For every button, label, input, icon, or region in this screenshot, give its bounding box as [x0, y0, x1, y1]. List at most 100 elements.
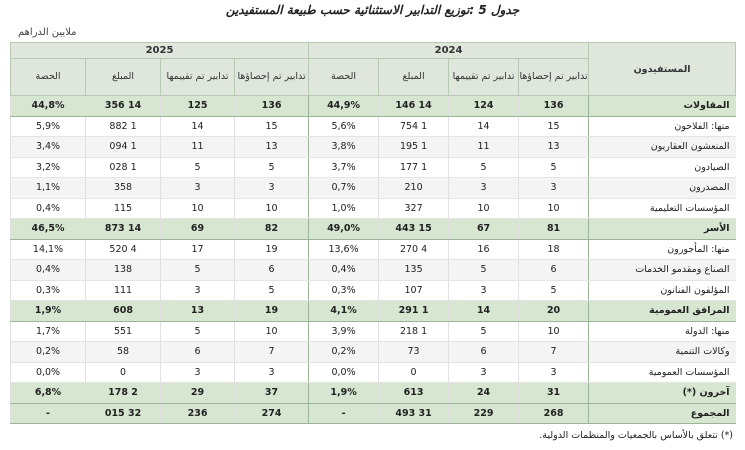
- column-header: تدابير تم إحصاؤها: [518, 58, 590, 96]
- cell: 67: [448, 218, 519, 240]
- table-body: المقاولات 136 124 14 146 44,9% 136 125 14 356 44…: [9, 95, 736, 424]
- cell: 13,6%: [308, 239, 379, 260]
- table-row: المجموع 268 229 31 493-274 236 32 015-: [9, 402, 736, 424]
- cell: 613: [378, 382, 449, 404]
- cell: 1 094: [85, 136, 161, 158]
- cell: 1 195: [378, 136, 449, 158]
- cell: 82: [234, 218, 309, 240]
- cell: -: [9, 402, 86, 424]
- table-row: المقاولات 136 124 14 146 44,9% 136 125 14 356 44…: [9, 95, 736, 117]
- cell: 32 015: [85, 402, 161, 424]
- cell: 107: [378, 280, 449, 301]
- header-year: 2024: [308, 42, 590, 59]
- column-header: تدابير تم تقييمها: [448, 58, 520, 96]
- row-label: المؤلفون الفنانون: [588, 280, 736, 301]
- cell: 0,4%: [9, 198, 86, 219]
- cell: 551: [85, 321, 161, 342]
- cell: 73: [378, 341, 449, 363]
- cell: 4,1%: [308, 300, 379, 322]
- cell: 14: [448, 300, 519, 322]
- cell: 13: [518, 136, 589, 158]
- cell: 3: [234, 362, 309, 383]
- cell: 268: [518, 402, 589, 424]
- cell: 5: [160, 157, 235, 178]
- cell: 14 356: [85, 95, 161, 117]
- cell: 19: [234, 239, 309, 260]
- unit-label: ملايين الدراهم: [18, 27, 77, 38]
- cell: 229: [448, 402, 519, 424]
- table-row: المرافق العمومية 20 14 1 291 4,1% 19 13 608 1,9%: [9, 300, 736, 322]
- cell: 14 146: [378, 95, 449, 117]
- cell: 15: [518, 116, 589, 137]
- cell: 3: [160, 280, 235, 301]
- cell: 7: [518, 341, 589, 363]
- row-label: المصدرون: [588, 177, 736, 199]
- table-row: الصيادون 5 5 1 177 3,7% 5 5 1 028 3,2%: [9, 157, 736, 178]
- cell: 81: [518, 218, 589, 240]
- cell: 15: [234, 116, 309, 137]
- cell: 6: [160, 341, 235, 363]
- table-row: المصدرون 3 3 210 0,7% 3 3 358 1,1%: [9, 177, 736, 199]
- cell: 5: [518, 280, 589, 301]
- cell: 10: [518, 321, 589, 342]
- row-label: الصيادون: [588, 157, 736, 178]
- cell: 1,9%: [9, 300, 86, 322]
- footnote: (*) تتعلق بالأساس بالجمعيات والمنظمات ال…: [539, 430, 733, 441]
- cell: 1 882: [85, 116, 161, 137]
- cell: 0: [378, 362, 449, 383]
- cell: 1,9%: [308, 382, 379, 404]
- table-row: المنعشون العقاريون 13 11 1 195 3,8% 13 11 1 094…: [9, 136, 736, 158]
- cell: 7: [234, 341, 309, 363]
- cell: 1,7%: [9, 321, 86, 342]
- cell: 19: [234, 300, 309, 322]
- row-label: المرافق العمومية: [588, 300, 736, 322]
- cell: 1 028: [85, 157, 161, 178]
- cell: 6,8%: [9, 382, 86, 404]
- column-header: الحصة: [9, 58, 87, 96]
- cell: 0,3%: [308, 280, 379, 301]
- cell: 3: [448, 280, 519, 301]
- cell: 210: [378, 177, 449, 199]
- cell: 44,9%: [308, 95, 379, 117]
- cell: 3: [160, 177, 235, 199]
- cell: 6: [234, 259, 309, 281]
- column-header: تدابير تم إحصاؤها: [234, 58, 310, 96]
- cell: 1,1%: [9, 177, 86, 199]
- cell: 1 291: [378, 300, 449, 322]
- cell: 5: [518, 157, 589, 178]
- column-header: المبلغ: [85, 58, 162, 96]
- cell: 236: [160, 402, 235, 424]
- cell: 2 178: [85, 382, 161, 404]
- cell: 3,8%: [308, 136, 379, 158]
- column-header: الحصة: [308, 58, 380, 96]
- row-label: المجموع: [588, 402, 736, 424]
- cell: 1 754: [378, 116, 449, 137]
- cell: 11: [448, 136, 519, 158]
- cell: 6: [518, 259, 589, 281]
- cell: 0: [85, 362, 161, 383]
- table-row: منها: المأجورون 18 16 4 270 13,6% 19 17 4 520 14…: [9, 239, 736, 260]
- cell: 115: [85, 198, 161, 219]
- cell: 10: [448, 198, 519, 219]
- cell: 20: [518, 300, 589, 322]
- cell: 10: [518, 198, 589, 219]
- cell: 0,0%: [308, 362, 379, 383]
- cell: 0,4%: [9, 259, 86, 281]
- cell: 1 177: [378, 157, 449, 178]
- cell: 358: [85, 177, 161, 199]
- column-header: المبلغ: [378, 58, 450, 96]
- cell: 274: [234, 402, 309, 424]
- cell: 5,6%: [308, 116, 379, 137]
- cell: 17: [160, 239, 235, 260]
- cell: 13: [160, 300, 235, 322]
- data-table: المستفيدون 2024 2025 تدابير تم إحصاؤها تد…: [9, 42, 737, 424]
- header-year: 2025: [9, 42, 310, 59]
- cell: 10: [160, 198, 235, 219]
- cell: 4 520: [85, 239, 161, 260]
- cell: 138: [85, 259, 161, 281]
- cell: 44,8%: [9, 95, 86, 117]
- cell: 3: [448, 177, 519, 199]
- cell: 46,5%: [9, 218, 86, 240]
- cell: 6: [448, 341, 519, 363]
